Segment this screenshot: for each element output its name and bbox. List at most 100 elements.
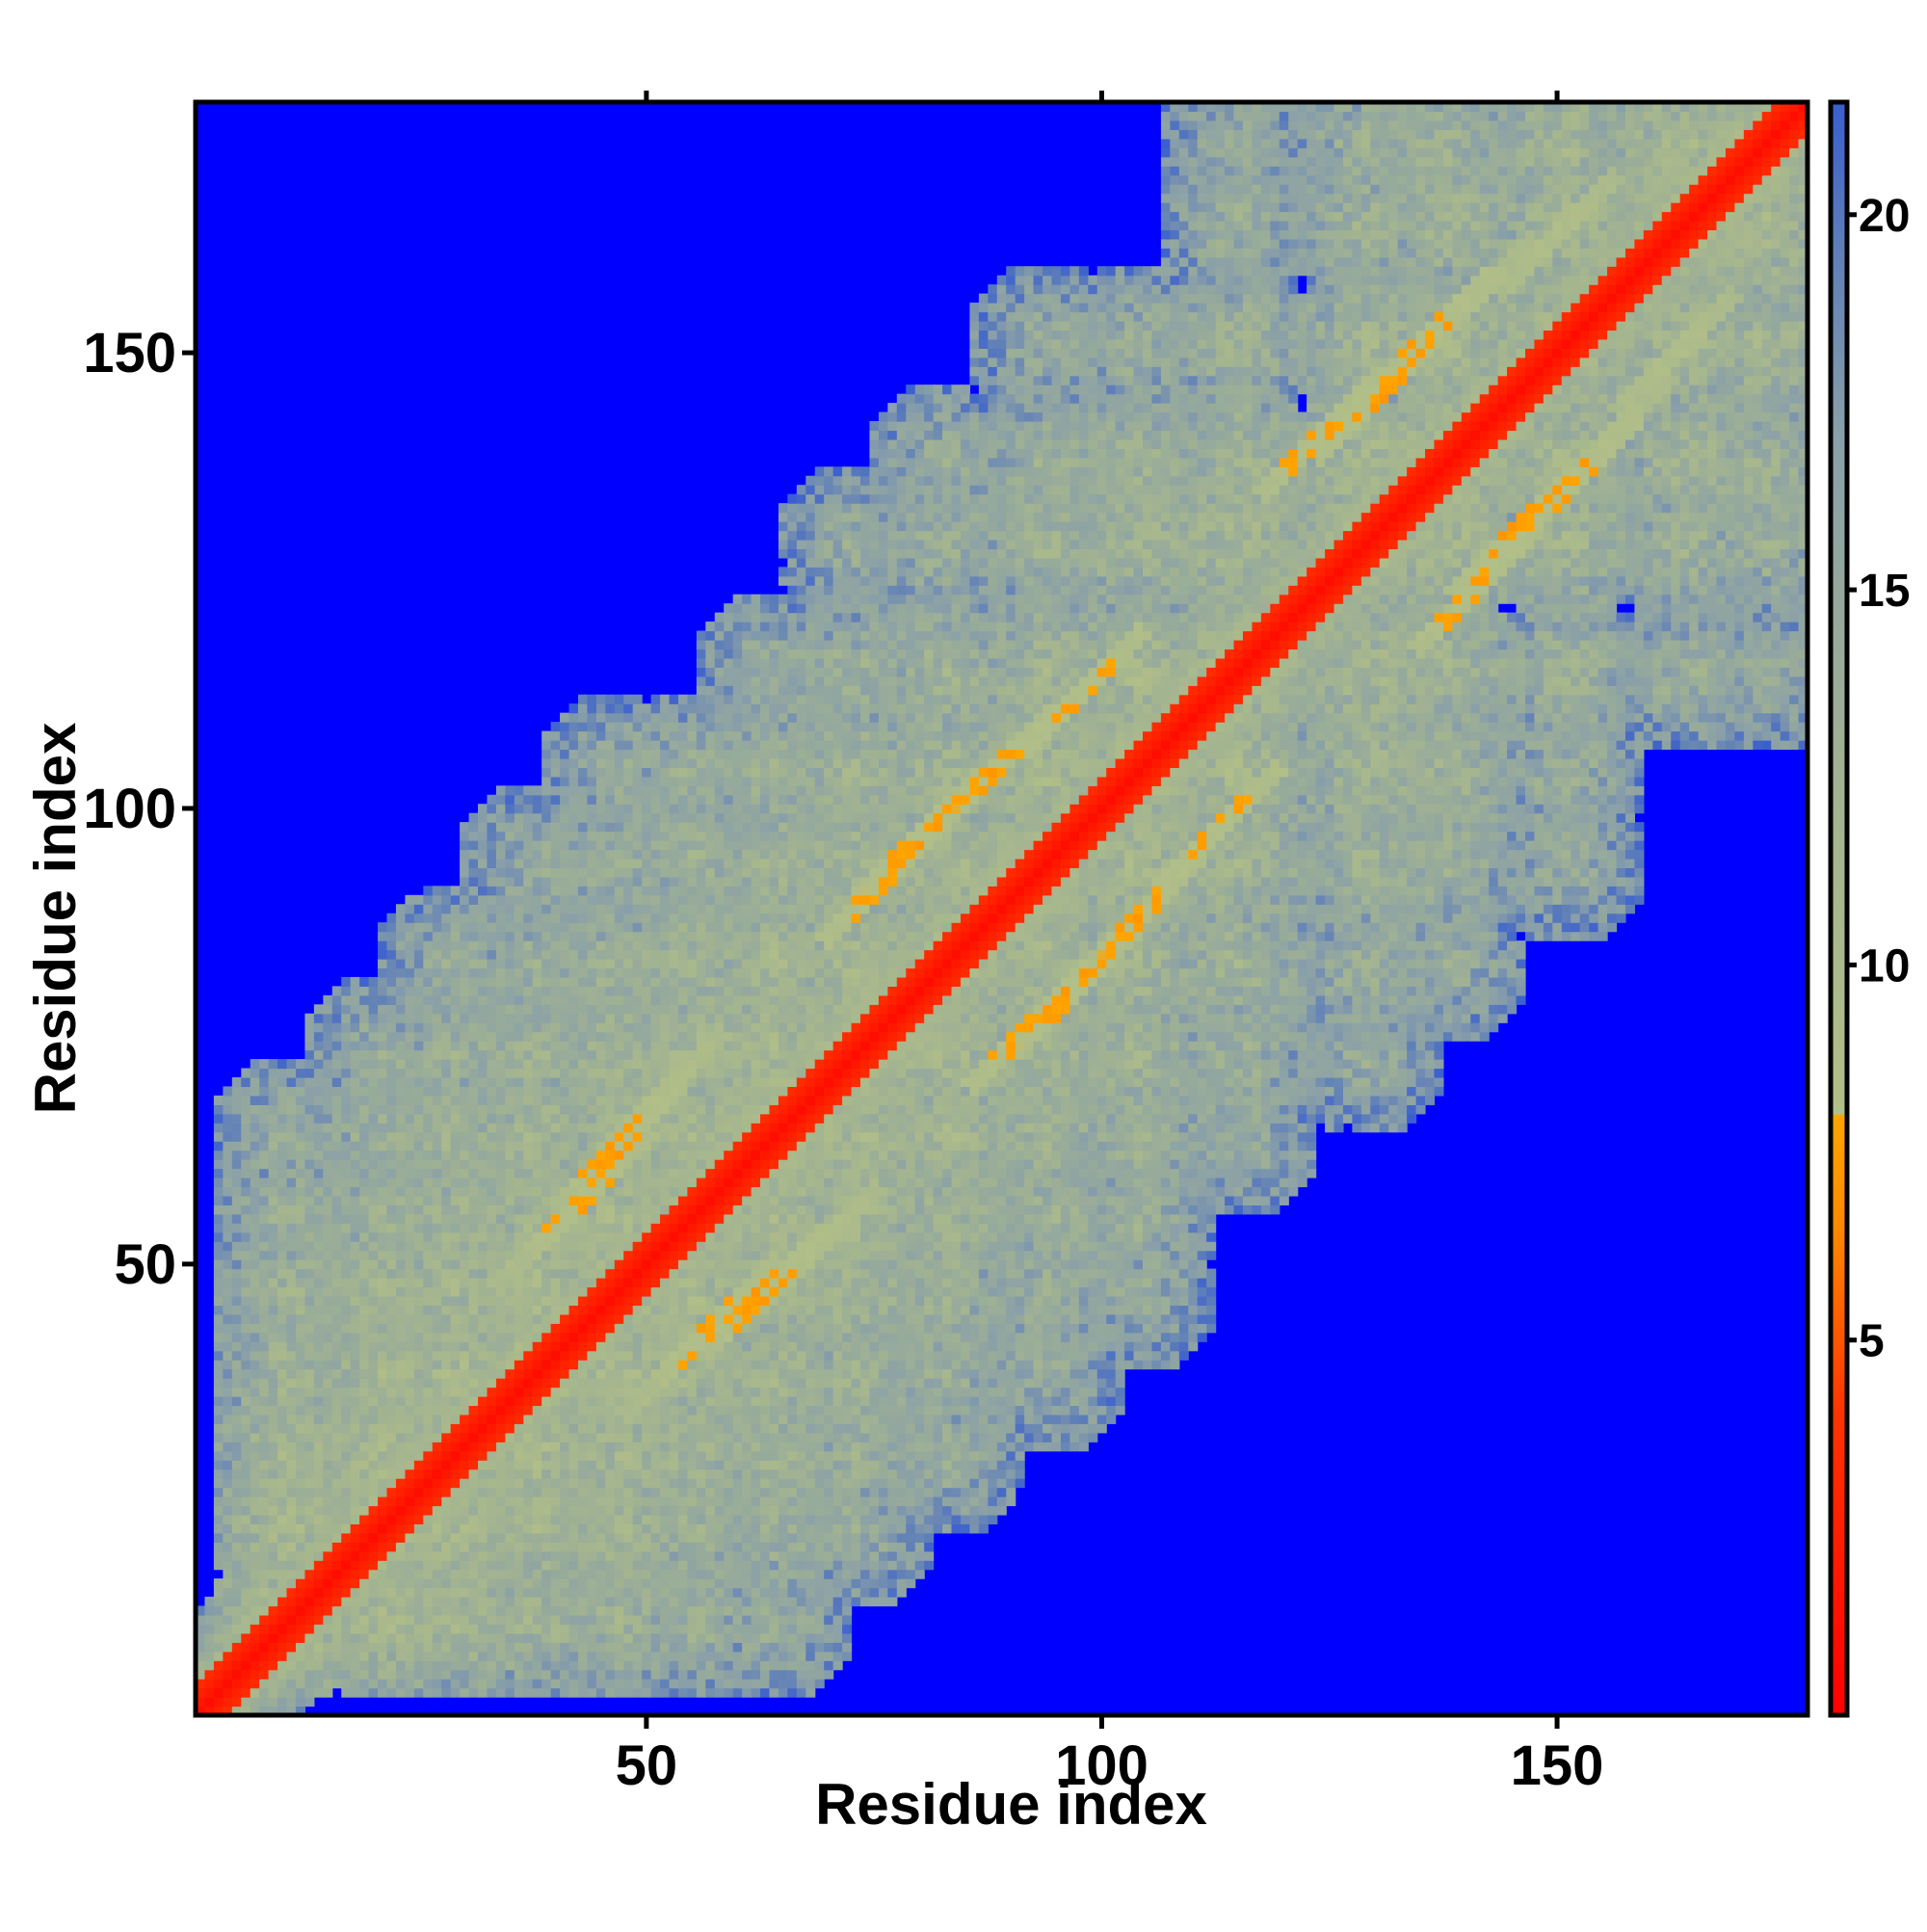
heatmap-cell <box>250 1350 260 1361</box>
heatmap-cell <box>550 1168 561 1178</box>
heatmap-cell <box>286 1241 297 1252</box>
heatmap-cell <box>277 1104 288 1115</box>
heatmap-cell <box>514 812 524 823</box>
heatmap-cell <box>450 1231 461 1242</box>
heatmap-cell <box>432 1168 442 1178</box>
heatmap-cell <box>814 1569 825 1579</box>
heatmap-cell <box>514 1569 524 1579</box>
heatmap-cell <box>368 1405 379 1416</box>
heatmap-cell <box>487 1241 497 1252</box>
heatmap-cell <box>687 1651 698 1661</box>
heatmap-cell <box>614 1368 624 1379</box>
heatmap-cell <box>359 1360 370 1370</box>
heatmap-cell <box>423 1241 434 1252</box>
heatmap-cell <box>541 994 552 1005</box>
heatmap-cell <box>250 1624 260 1634</box>
heatmap-cell <box>495 1250 506 1260</box>
heatmap-cell <box>650 1395 661 1407</box>
heatmap-cell <box>378 1168 388 1178</box>
heatmap-cell <box>568 1669 579 1680</box>
heatmap-cell <box>505 959 515 969</box>
heatmap-cell <box>386 1178 397 1188</box>
heatmap-cell <box>933 1350 943 1361</box>
heatmap-cell <box>1088 1423 1098 1434</box>
heatmap-cell <box>487 1478 497 1489</box>
heatmap-cell <box>478 1123 488 1133</box>
heatmap-cell <box>359 1669 370 1680</box>
heatmap-cell <box>778 1360 788 1370</box>
heatmap-cell <box>988 1442 998 1452</box>
heatmap-cell <box>951 1478 962 1489</box>
heatmap-cell <box>395 986 406 996</box>
heatmap-cell <box>231 1542 242 1552</box>
heatmap-cell <box>796 1514 806 1524</box>
heatmap-cell <box>196 1642 206 1653</box>
heatmap-cell <box>423 1387 434 1397</box>
heatmap-cell <box>560 1423 570 1434</box>
heatmap-cell <box>231 1113 242 1124</box>
heatmap-cell <box>277 1268 288 1279</box>
heatmap-cell <box>495 1587 506 1598</box>
heatmap-cell <box>241 1131 251 1142</box>
heatmap-cell <box>495 1532 506 1543</box>
heatmap-cell <box>614 1542 624 1552</box>
heatmap-cell <box>423 1432 434 1442</box>
heatmap-cell <box>523 1460 534 1470</box>
heatmap-cell <box>259 1614 270 1626</box>
heatmap-cell <box>978 1514 989 1524</box>
heatmap-cell <box>395 1076 406 1088</box>
heatmap-cell <box>724 1432 734 1442</box>
heatmap-cell <box>441 1059 452 1070</box>
heatmap-cell <box>605 1597 616 1607</box>
heatmap-cell <box>541 1341 552 1352</box>
heatmap-cell <box>368 1104 379 1115</box>
heatmap-cell <box>450 1168 461 1178</box>
heatmap-cell <box>395 1259 406 1270</box>
heatmap-cell <box>405 1168 415 1178</box>
heatmap-cell <box>468 1395 479 1407</box>
heatmap-cell <box>487 1687 497 1698</box>
heatmap-cell <box>487 986 497 996</box>
heatmap-cell <box>859 1378 871 1389</box>
heatmap-cell <box>714 1569 725 1579</box>
heatmap-cell <box>532 1660 542 1671</box>
heatmap-cell <box>487 1651 497 1661</box>
heatmap-cell <box>514 1605 524 1616</box>
heatmap-cell <box>814 1679 825 1689</box>
heatmap-cell <box>906 1569 916 1579</box>
heatmap-cell <box>769 1505 779 1516</box>
heatmap-cell <box>832 1405 843 1416</box>
heatmap-cell <box>660 1460 671 1470</box>
heatmap-cell <box>705 1395 716 1407</box>
heatmap-cell <box>368 1496 379 1507</box>
heatmap-cell <box>241 1095 251 1105</box>
heatmap-cell <box>460 840 470 851</box>
heatmap-cell <box>405 1624 415 1634</box>
heatmap-cell <box>368 1341 379 1352</box>
heatmap-cell <box>577 1651 589 1661</box>
heatmap-cell <box>441 976 452 987</box>
heatmap-cell <box>378 1669 388 1680</box>
heatmap-cell <box>495 1423 506 1434</box>
heatmap-cell <box>432 1560 442 1571</box>
heatmap-cell <box>350 1442 360 1452</box>
heatmap-cell <box>514 1076 524 1088</box>
heatmap-cell <box>413 1514 424 1524</box>
heatmap-cell <box>487 1323 497 1334</box>
heatmap-cell <box>824 1505 834 1516</box>
heatmap-cell <box>395 1250 406 1260</box>
heatmap-cell <box>441 1268 452 1279</box>
heatmap-cell <box>532 1560 542 1571</box>
heatmap-cell <box>732 1542 743 1552</box>
heatmap-cell <box>405 994 415 1005</box>
heatmap-cell <box>259 1532 270 1543</box>
heatmap-cell <box>495 1450 506 1461</box>
heatmap-cell <box>368 1632 379 1643</box>
heatmap-cell <box>268 1632 278 1643</box>
heatmap-cell <box>213 1323 224 1334</box>
heatmap-cell <box>495 1514 506 1524</box>
heatmap-cell <box>924 1487 935 1497</box>
heatmap-cell <box>769 1597 779 1607</box>
heatmap-cell <box>514 1587 524 1598</box>
heatmap-cell <box>514 1487 524 1497</box>
